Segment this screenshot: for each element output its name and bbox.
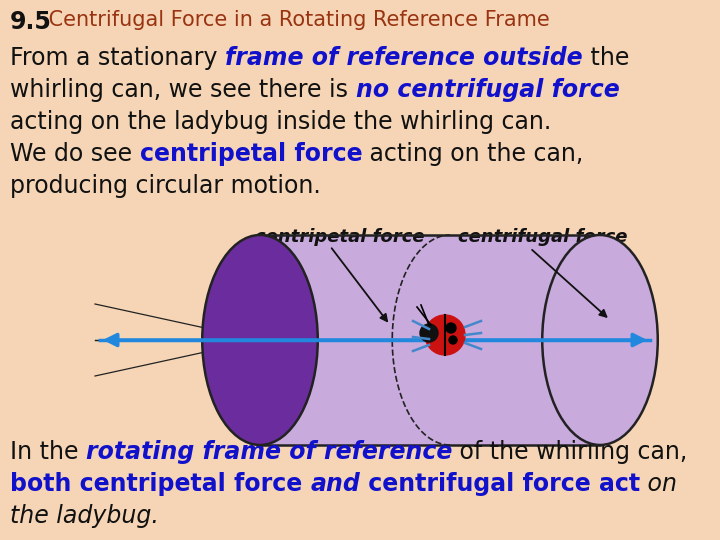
Text: Centrifugal Force in a Rotating Reference Frame: Centrifugal Force in a Rotating Referenc… — [42, 10, 550, 30]
Text: producing circular motion.: producing circular motion. — [10, 174, 320, 198]
Text: centrifugal force: centrifugal force — [458, 228, 628, 246]
Circle shape — [425, 315, 465, 355]
Circle shape — [449, 336, 457, 344]
Text: acting on the ladybug inside the whirling can.: acting on the ladybug inside the whirlin… — [10, 110, 552, 134]
Ellipse shape — [542, 235, 658, 445]
Text: centripetal force: centripetal force — [255, 228, 425, 246]
Text: and: and — [310, 472, 360, 496]
Text: centripetal force: centripetal force — [140, 142, 362, 166]
Text: no centrifugal force: no centrifugal force — [356, 78, 619, 102]
Text: the ladybug.: the ladybug. — [10, 504, 159, 528]
Circle shape — [420, 324, 438, 342]
Text: acting on the can,: acting on the can, — [362, 142, 583, 166]
Text: rotating frame of reference: rotating frame of reference — [86, 440, 452, 464]
Bar — [260, 235, 600, 445]
Text: on: on — [640, 472, 678, 496]
Text: both centripetal force: both centripetal force — [10, 472, 310, 496]
Text: In the: In the — [10, 440, 86, 464]
Text: From a stationary: From a stationary — [10, 46, 225, 70]
Text: whirling can, we see there is: whirling can, we see there is — [10, 78, 356, 102]
Text: We do see: We do see — [10, 142, 140, 166]
Text: the: the — [582, 46, 629, 70]
Text: of the whirling can,: of the whirling can, — [452, 440, 688, 464]
Text: frame of reference outside: frame of reference outside — [225, 46, 582, 70]
Text: 9.5: 9.5 — [10, 10, 52, 34]
Ellipse shape — [202, 235, 318, 445]
Text: centrifugal force act: centrifugal force act — [360, 472, 640, 496]
Circle shape — [446, 323, 456, 333]
